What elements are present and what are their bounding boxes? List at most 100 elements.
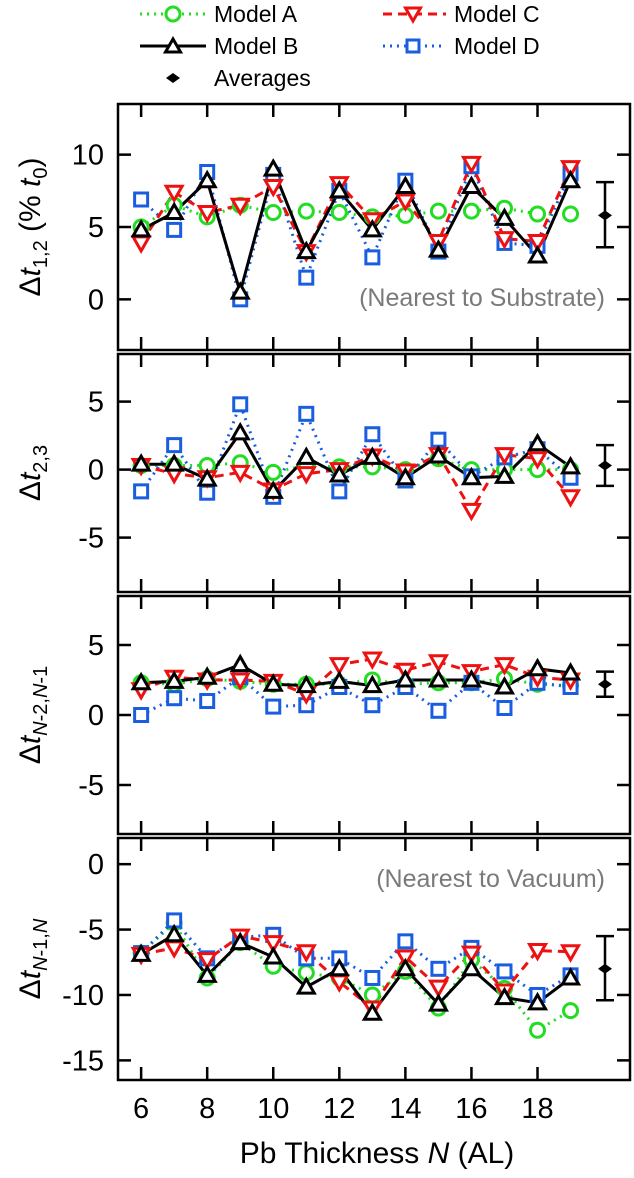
panel-4-point-model-b [493, 986, 516, 1006]
panel-1-y-tick-label: 0 [88, 284, 104, 316]
panel-1-point-model-a [529, 205, 547, 223]
panel-1-point-model-b [526, 244, 549, 264]
panel-2: -5 0 5 Δt2,3 [14, 352, 632, 594]
panel-4-point-model-b [229, 931, 251, 951]
legend-entry-model-b: Model B [140, 33, 298, 59]
panel-4-annotation: (Nearest to Vacuum) [376, 865, 605, 893]
panel-1-point-model-b [460, 175, 483, 194]
panel-2-y-tick-label: 0 [88, 455, 104, 487]
legend-label-model-c: Model C [454, 1, 540, 27]
panel-2-point-model-c [229, 464, 251, 484]
panel-2-point-model-b [427, 444, 449, 464]
panel-1-point-model-a [330, 204, 348, 222]
panel-4-point-model-c [427, 979, 449, 999]
panel-4-y-tick-label: -10 [62, 980, 104, 1012]
x-axis-title: Pb Thickness N (AL) [240, 1137, 515, 1170]
panel-4-point-model-c [559, 944, 582, 963]
panel-3-point-model-d [199, 693, 216, 709]
panel-2-point-model-b [394, 466, 416, 486]
panel-2-average [596, 443, 614, 488]
legend-label-model-d: Model D [454, 33, 540, 59]
panel-4-point-model-c [460, 945, 483, 965]
panel-3-point-model-b [130, 671, 152, 691]
panel-2-point-model-b [361, 446, 383, 465]
panel-4-point-model-b [394, 957, 416, 977]
panel-2-point-model-b [526, 432, 549, 452]
panel-3-y-ticks: -5 0 5 [78, 630, 630, 802]
legend: Model A Model C Model B Model D Averages [140, 1, 540, 91]
panel-4-point-model-b [427, 993, 449, 1012]
panel-4-y-tick-label: -15 [62, 1045, 104, 1077]
panel-2-y-axis-title-t: t [14, 471, 47, 481]
panel-1-annotation: (Nearest to Substrate) [359, 284, 605, 312]
panel-3-point-model-b [229, 653, 251, 673]
x-tick-label: 12 [323, 1093, 355, 1125]
x-tick-label: 8 [199, 1093, 215, 1125]
panel-3-series [130, 651, 582, 723]
panel-1-x-ticks [139, 104, 539, 350]
panel-4-x-ticks [139, 838, 539, 1080]
panel-2-point-model-b [163, 453, 185, 472]
panel-1-point-model-a [462, 202, 480, 220]
panel-2-point-model-b [493, 465, 516, 484]
panel-4-y-axis-title-delta: Δ [14, 979, 47, 999]
panel-4-point-model-c [295, 944, 317, 963]
panel-3-point-model-b [460, 668, 483, 688]
panel-1-point-model-b [427, 239, 449, 258]
legend-entry-model-c: Model C [383, 1, 540, 27]
panel-3-point-model-d [166, 690, 183, 707]
panel-3-point-model-c [229, 672, 251, 692]
panel-2-point-model-d [133, 483, 150, 500]
panel-4-point-model-b [559, 966, 582, 986]
panel-1-point-model-c [526, 233, 549, 253]
panel-4: -15-10-50 (Nearest to Vacuum) ΔtN-1,N [14, 836, 632, 1082]
panel-1-y-tick-label: 5 [88, 212, 104, 244]
legend-label-model-a: Model A [214, 1, 298, 27]
legend-marker-model-d [405, 38, 421, 54]
panel-1-y-axis-title-sub0: 0 [30, 167, 52, 178]
panel-1-point-model-d [364, 249, 381, 266]
panel-4-point-model-d [430, 960, 447, 977]
panel-3-y-axis-title-sub2: -2, [30, 698, 52, 721]
panel-2-series [130, 396, 582, 522]
panel-3-point-model-b [427, 668, 449, 688]
panel-3-average [596, 670, 614, 699]
panel-1-y-axis-title-delta: Δ [14, 276, 47, 296]
panel-3-y-axis-title-delta: Δ [14, 744, 47, 764]
panel-4-point-model-b [328, 957, 350, 977]
panel-4-average [596, 934, 614, 1002]
panel-2-point-model-d [232, 396, 249, 413]
panel-2-point-model-b [196, 468, 218, 487]
panel-4-y-axis-title: ΔtN-1,N [14, 918, 52, 999]
x-tick-label: 18 [521, 1093, 553, 1125]
panel-3-y-axis-title: ΔtN-2,N-1 [14, 666, 52, 764]
panel-2-y-tick-label: 5 [88, 387, 104, 419]
panel-3-point-model-d [265, 698, 282, 715]
legend-marker-averages [166, 73, 180, 83]
panel-2-point-model-b [328, 464, 350, 483]
x-axis-title-n: N [428, 1137, 450, 1170]
panel-1-point-model-a [297, 202, 315, 220]
panel-1-point-model-c [196, 205, 218, 224]
panel-4-y-tick-label: -5 [78, 915, 104, 947]
panel-1-y-ticks: 0 5 10 [72, 140, 630, 316]
panel-4-point-model-b [526, 991, 549, 1011]
panel-2-point-model-c [493, 447, 516, 466]
panel-2-point-model-d [331, 483, 348, 500]
panel-1-average [596, 180, 614, 249]
x-tick-label: 14 [389, 1093, 421, 1125]
legend-label-averages: Averages [214, 65, 311, 91]
panel-1-y-axis-title-paren: (% [14, 187, 47, 240]
panel-1-point-model-a [562, 205, 580, 223]
panel-1-point-model-d [298, 269, 315, 286]
x-tick-label: 10 [257, 1093, 289, 1125]
legend-label-model-b: Model B [214, 33, 298, 59]
panel-1-series [130, 155, 582, 308]
panel-1-point-model-a [264, 204, 282, 222]
panel-2-frame [116, 352, 632, 594]
panel-4-y-axis-title-sub2: -1, [30, 933, 52, 956]
legend-entry-model-a: Model A [140, 1, 298, 27]
panel-3-frame [116, 594, 632, 836]
panel-2-y-axis-title: Δt2,3 [14, 445, 52, 501]
